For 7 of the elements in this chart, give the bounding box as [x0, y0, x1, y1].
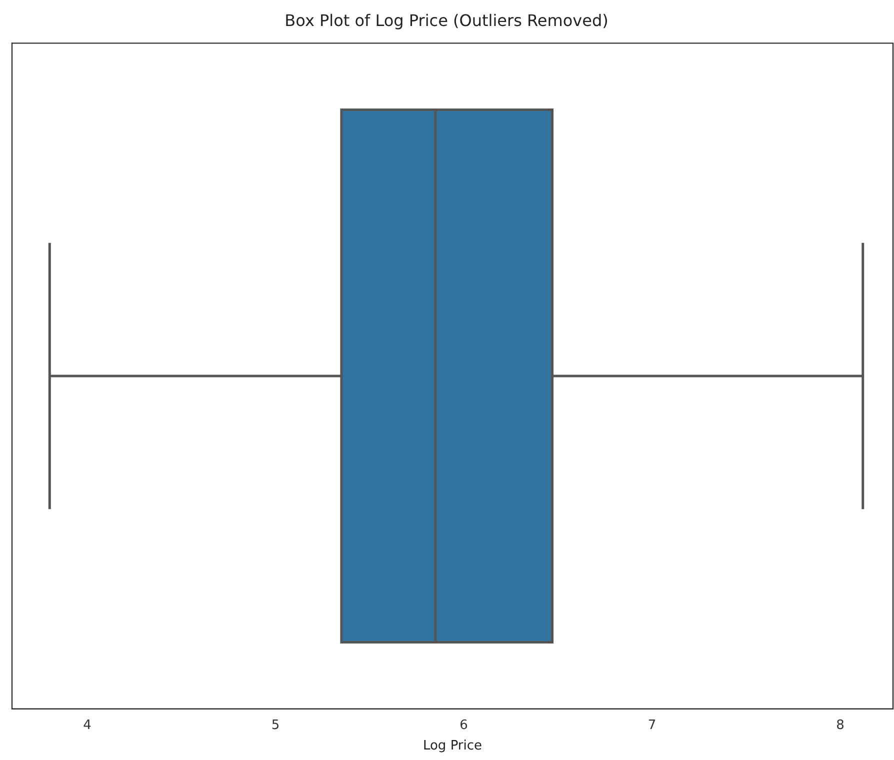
x-tick-label: 7 — [648, 718, 656, 733]
x-tick-label: 4 — [83, 718, 92, 733]
x-tick-label: 5 — [271, 718, 280, 733]
chart-title: Box Plot of Log Price (Outliers Removed) — [284, 10, 608, 30]
x-tick-label: 6 — [460, 718, 468, 733]
x-axis-title: Log Price — [422, 738, 482, 754]
x-tick-label: 8 — [836, 718, 844, 733]
